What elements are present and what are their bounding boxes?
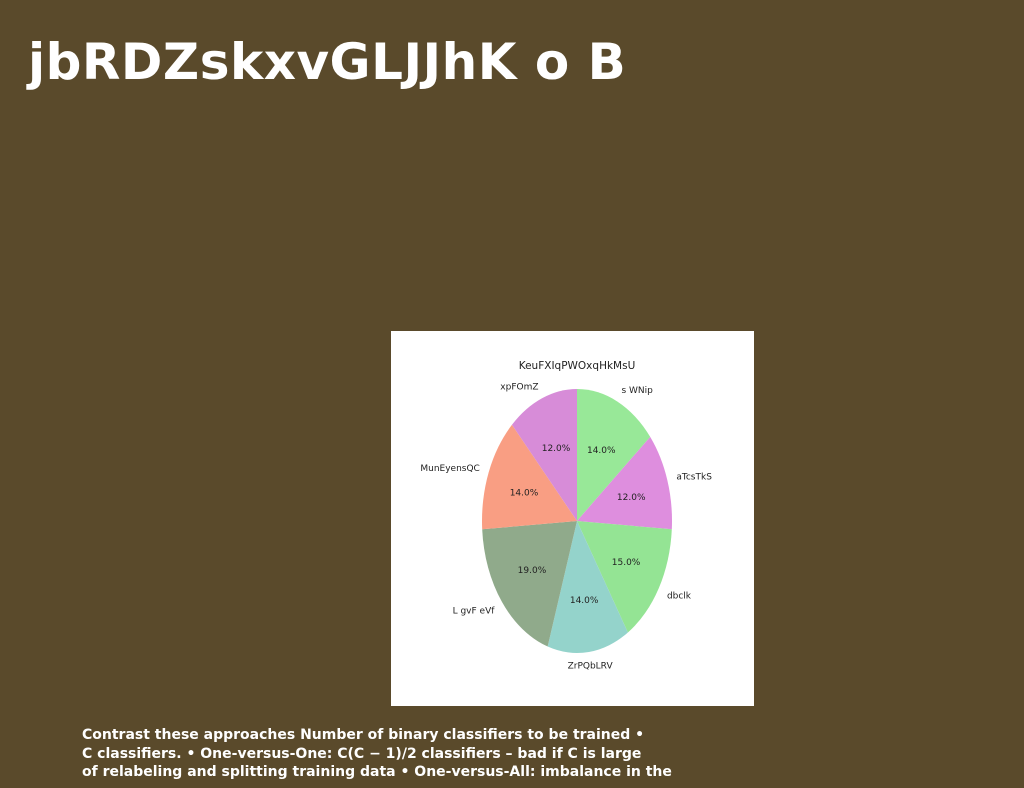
pie-slice — [577, 389, 651, 521]
slice-percent-label: 14.0% — [570, 596, 599, 606]
slice-category-label: s WNip — [621, 386, 653, 396]
pie-slice — [482, 521, 577, 647]
slice-category-label: dbclk — [667, 591, 692, 601]
slice-category-label: MunEyensQC — [420, 464, 479, 474]
slice-percent-label: 15.0% — [612, 558, 641, 568]
slice-category-label: xpFOmZ — [500, 382, 538, 392]
pie-labels: 14.0% s WNip 12.0% aTcsTkS 15.0% dbclk 14.0% Zr… — [420, 382, 712, 671]
pie-slice — [577, 436, 672, 530]
body-line: C classifiers. • One-versus-One: C(C − 1… — [82, 745, 642, 762]
body-line: of relabeling and splitting training dat… — [82, 764, 672, 780]
slide-title: jbRDZskxvGLJJhK o B — [28, 33, 627, 91]
chart-title: KeuFXIqPWOxqHkMsU — [519, 360, 636, 372]
slide-body-text: Contrast these approaches Number of bina… — [82, 726, 722, 782]
pie-slice — [577, 521, 672, 633]
slice-category-label: L gvF eVf — [453, 606, 496, 616]
slice-percent-label: 14.0% — [587, 446, 616, 456]
pie-slice — [511, 389, 577, 521]
slice-category-label: aTcsTkS — [676, 473, 712, 483]
slice-percent-label: 14.0% — [510, 488, 539, 498]
slice-category-label: ZrPQbLRV — [568, 662, 614, 672]
body-line: Contrast these approaches Number of bina… — [82, 727, 645, 743]
slice-percent-label: 19.0% — [518, 566, 547, 576]
pie-slices — [482, 389, 672, 653]
pie-slice — [547, 521, 628, 653]
pie-chart: KeuFXIqPWOxqHkMsU 14.0% s WNip 12.0% aTcsTk… — [420, 360, 712, 672]
slice-percent-label: 12.0% — [617, 493, 646, 503]
slice-percent-label: 12.0% — [542, 444, 571, 454]
pie-chart-panel: KeuFXIqPWOxqHkMsU 14.0% s WNip 12.0% aTcsTk… — [391, 331, 754, 706]
pie-slice — [482, 424, 577, 530]
